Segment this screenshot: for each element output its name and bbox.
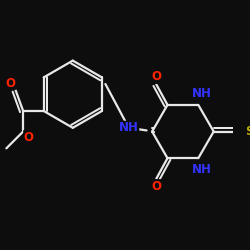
Text: O: O — [151, 70, 161, 83]
Text: NH: NH — [192, 163, 212, 176]
Text: S: S — [245, 125, 250, 138]
Text: O: O — [24, 131, 34, 144]
Text: O: O — [5, 76, 15, 90]
Text: O: O — [151, 180, 161, 193]
Text: NH: NH — [192, 87, 212, 100]
Text: NH: NH — [119, 121, 139, 134]
